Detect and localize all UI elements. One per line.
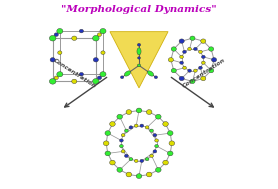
Ellipse shape <box>49 35 56 41</box>
Ellipse shape <box>117 167 123 172</box>
Ellipse shape <box>150 154 153 157</box>
Ellipse shape <box>202 55 205 58</box>
Ellipse shape <box>103 141 109 146</box>
Ellipse shape <box>126 110 132 115</box>
Ellipse shape <box>97 33 101 36</box>
Ellipse shape <box>169 141 175 146</box>
Ellipse shape <box>167 131 173 136</box>
Ellipse shape <box>126 172 132 177</box>
Ellipse shape <box>129 126 133 129</box>
Ellipse shape <box>183 66 186 69</box>
Ellipse shape <box>100 72 106 77</box>
Ellipse shape <box>137 64 141 67</box>
Ellipse shape <box>188 69 192 72</box>
Ellipse shape <box>190 36 195 40</box>
Ellipse shape <box>146 172 152 177</box>
Ellipse shape <box>202 61 205 64</box>
Ellipse shape <box>101 51 105 54</box>
Ellipse shape <box>201 39 206 43</box>
Ellipse shape <box>120 144 123 148</box>
Ellipse shape <box>138 57 140 59</box>
Ellipse shape <box>136 174 142 178</box>
Ellipse shape <box>117 114 123 119</box>
Ellipse shape <box>145 158 149 161</box>
Ellipse shape <box>198 66 202 69</box>
Ellipse shape <box>167 151 173 156</box>
Ellipse shape <box>179 39 184 43</box>
Ellipse shape <box>188 47 192 50</box>
Polygon shape <box>110 32 168 88</box>
Ellipse shape <box>93 35 99 41</box>
Ellipse shape <box>93 58 98 62</box>
Ellipse shape <box>171 47 176 51</box>
Ellipse shape <box>171 68 176 73</box>
Ellipse shape <box>125 129 128 132</box>
Ellipse shape <box>97 76 101 80</box>
Ellipse shape <box>125 154 128 157</box>
Ellipse shape <box>72 79 77 84</box>
Ellipse shape <box>193 47 197 50</box>
Ellipse shape <box>180 55 183 58</box>
Ellipse shape <box>137 43 141 46</box>
Ellipse shape <box>190 79 195 84</box>
Ellipse shape <box>168 58 173 62</box>
Ellipse shape <box>154 76 158 79</box>
Ellipse shape <box>134 159 138 163</box>
Ellipse shape <box>79 72 83 76</box>
Ellipse shape <box>120 139 123 142</box>
Ellipse shape <box>120 76 124 79</box>
Ellipse shape <box>57 72 63 77</box>
Ellipse shape <box>140 159 144 163</box>
Ellipse shape <box>193 69 197 72</box>
Ellipse shape <box>79 29 83 33</box>
Ellipse shape <box>198 50 202 53</box>
Ellipse shape <box>183 50 186 53</box>
Ellipse shape <box>134 124 138 127</box>
Ellipse shape <box>163 122 168 126</box>
Ellipse shape <box>155 139 158 142</box>
Ellipse shape <box>212 58 217 62</box>
Ellipse shape <box>179 76 184 81</box>
Ellipse shape <box>124 71 131 76</box>
Ellipse shape <box>110 160 115 165</box>
Ellipse shape <box>163 160 168 165</box>
Ellipse shape <box>58 51 62 54</box>
Ellipse shape <box>147 71 154 76</box>
Ellipse shape <box>155 114 161 119</box>
Ellipse shape <box>208 68 214 73</box>
Ellipse shape <box>49 79 56 84</box>
Text: "Morphological Dynamics": "Morphological Dynamics" <box>61 5 217 14</box>
Ellipse shape <box>121 150 125 153</box>
Ellipse shape <box>54 76 58 80</box>
Text: Concentration: Concentration <box>52 57 97 89</box>
Ellipse shape <box>140 124 144 127</box>
Ellipse shape <box>208 47 214 51</box>
Ellipse shape <box>155 144 158 148</box>
Ellipse shape <box>201 76 206 81</box>
Ellipse shape <box>153 134 157 137</box>
Ellipse shape <box>155 167 161 172</box>
Ellipse shape <box>136 108 142 113</box>
Ellipse shape <box>100 29 106 34</box>
Ellipse shape <box>153 150 157 153</box>
Ellipse shape <box>145 126 149 129</box>
Ellipse shape <box>105 131 111 136</box>
Ellipse shape <box>129 158 133 161</box>
Ellipse shape <box>72 36 77 40</box>
Ellipse shape <box>54 33 58 36</box>
Ellipse shape <box>93 79 99 84</box>
Ellipse shape <box>150 129 153 132</box>
Ellipse shape <box>50 58 55 62</box>
Ellipse shape <box>121 134 125 137</box>
Ellipse shape <box>110 122 115 126</box>
Text: Concentration: Concentration <box>181 57 226 89</box>
Ellipse shape <box>57 29 63 34</box>
Ellipse shape <box>137 48 141 55</box>
Ellipse shape <box>180 61 183 64</box>
Ellipse shape <box>146 110 152 115</box>
Ellipse shape <box>105 151 111 156</box>
